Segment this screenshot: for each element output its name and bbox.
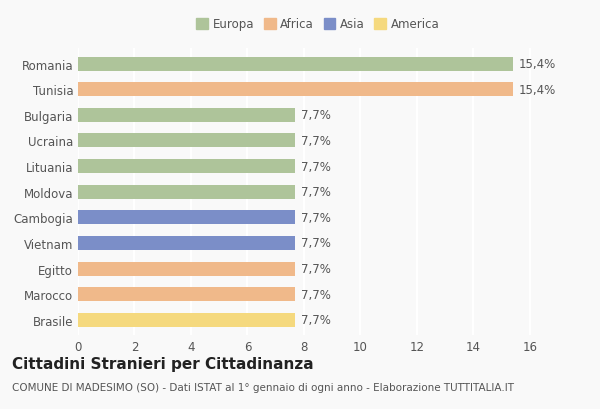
Bar [78, 288, 295, 301]
Legend: Europa, Africa, Asia, America: Europa, Africa, Asia, America [193, 15, 443, 35]
Text: 7,7%: 7,7% [301, 135, 331, 148]
Text: 7,7%: 7,7% [301, 109, 331, 122]
Text: 7,7%: 7,7% [301, 314, 331, 326]
Bar [78, 134, 295, 148]
Text: COMUNE DI MADESIMO (SO) - Dati ISTAT al 1° gennaio di ogni anno - Elaborazione T: COMUNE DI MADESIMO (SO) - Dati ISTAT al … [12, 382, 514, 392]
Text: 7,7%: 7,7% [301, 211, 331, 224]
Text: Cittadini Stranieri per Cittadinanza: Cittadini Stranieri per Cittadinanza [12, 356, 314, 371]
Bar [78, 236, 295, 250]
Bar [78, 57, 513, 72]
Bar [78, 185, 295, 199]
Text: 15,4%: 15,4% [518, 83, 556, 97]
Bar [78, 108, 295, 123]
Bar [78, 160, 295, 174]
Bar [78, 211, 295, 225]
Bar [78, 313, 295, 327]
Text: 7,7%: 7,7% [301, 237, 331, 250]
Bar [78, 83, 513, 97]
Text: 7,7%: 7,7% [301, 186, 331, 199]
Bar [78, 262, 295, 276]
Text: 15,4%: 15,4% [518, 58, 556, 71]
Text: 7,7%: 7,7% [301, 288, 331, 301]
Text: 7,7%: 7,7% [301, 263, 331, 275]
Text: 7,7%: 7,7% [301, 160, 331, 173]
